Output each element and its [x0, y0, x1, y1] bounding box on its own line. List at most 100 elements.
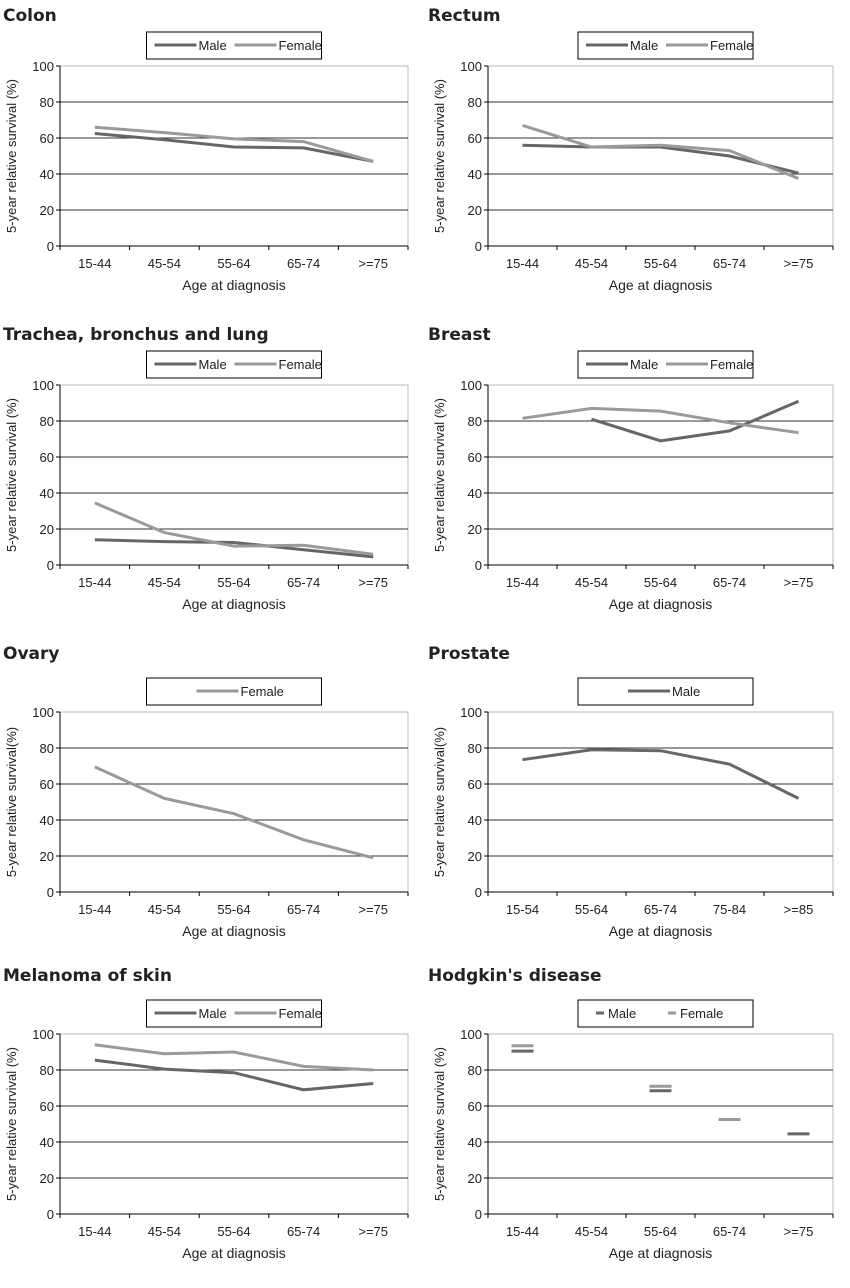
y-axis-title: 5-year relative survival(%) [432, 727, 447, 877]
x-tick-label: 65-74 [644, 902, 677, 917]
plot-frame [59, 711, 409, 893]
y-tick-label: 0 [47, 558, 54, 573]
y-tick-label: 60 [468, 1099, 482, 1114]
chart-title: Prostate [428, 644, 510, 664]
x-tick-label: 55-64 [217, 575, 250, 590]
x-tick-label: 65-74 [287, 575, 320, 590]
y-tick-label: 60 [40, 131, 54, 146]
y-tick-label: 0 [47, 885, 54, 900]
x-tick-label: 55-64 [644, 256, 677, 271]
y-tick-label: 0 [47, 239, 54, 254]
legend-label: Female [241, 684, 284, 699]
y-tick-label: 60 [468, 777, 482, 792]
y-axis-title: 5-year relative survival(%) [4, 727, 19, 877]
y-tick-label: 0 [475, 558, 482, 573]
y-tick-label: 100 [32, 1027, 54, 1042]
x-tick-label: 15-54 [506, 902, 539, 917]
y-tick-label: 80 [468, 95, 482, 110]
series-line-female [522, 406, 799, 435]
legend-label: Female [279, 38, 322, 53]
y-tick-label: 20 [40, 849, 54, 864]
chart-panel: Colon 0 20 40 60 80 100 15-44 45-54 55-64 65-74 >=7… [0, 6, 425, 328]
x-tick-label: 45-54 [575, 575, 608, 590]
y-tick-label: 20 [40, 1171, 54, 1186]
y-tick-label: 100 [32, 705, 54, 720]
series-line-female [522, 123, 800, 180]
x-axis-title: Age at diagnosis [182, 277, 286, 293]
y-tick-label: 100 [32, 59, 54, 74]
y-tick-label: 80 [40, 95, 54, 110]
x-axis-title: Age at diagnosis [609, 923, 713, 939]
y-tick-label: 60 [40, 1099, 54, 1114]
legend-label: Male [199, 1006, 227, 1021]
y-axis-title: 5-year relative survival (%) [432, 398, 447, 552]
series-line-male [522, 143, 799, 175]
x-axis-title: Age at diagnosis [182, 923, 286, 939]
chart-svg: 0 20 40 60 80 100 15-44 45-54 55-64 65-74 >=75 Age … [432, 999, 834, 1261]
series-line-male [94, 1058, 374, 1092]
y-tick-label: 0 [475, 1207, 482, 1222]
x-tick-label: 55-64 [217, 256, 250, 271]
x-tick-label: 45-54 [148, 256, 181, 271]
chart-svg: 0 20 40 60 80 100 15-44 45-54 55-64 65-74 >=75 Age … [432, 350, 834, 612]
legend-label: Male [608, 1006, 636, 1021]
y-tick-label: 80 [468, 414, 482, 429]
chart-svg: 0 20 40 60 80 100 15-44 45-54 55-64 65-74 >=75 Age … [432, 31, 834, 293]
x-tick-label: >=75 [358, 256, 388, 271]
chart-panel: Breast 0 20 40 60 80 100 15-44 45-54 55-64 65-74 >=… [425, 325, 850, 647]
chart-title: Breast [428, 325, 491, 345]
series-line-female [94, 125, 374, 163]
chart-svg: 0 20 40 60 80 100 15-44 45-54 55-64 65-74 >=75 Age … [4, 31, 409, 293]
y-tick-label: 80 [40, 741, 54, 756]
y-axis-title: 5-year relative survival (%) [4, 398, 19, 552]
y-tick-label: 40 [468, 813, 482, 828]
y-tick-label: 100 [32, 378, 54, 393]
y-tick-label: 20 [468, 203, 482, 218]
y-tick-label: 40 [468, 486, 482, 501]
legend-label: Male [630, 38, 658, 53]
series-line-male [522, 748, 800, 800]
y-tick-label: 100 [460, 705, 482, 720]
x-tick-label: 15-44 [78, 575, 111, 590]
legend-label: Female [710, 357, 753, 372]
x-axis-title: Age at diagnosis [609, 596, 713, 612]
series-line-female [94, 765, 374, 860]
y-tick-label: 0 [475, 885, 482, 900]
chart-title: Hodgkin's disease [428, 966, 602, 986]
y-tick-label: 40 [40, 486, 54, 501]
y-tick-label: 60 [468, 131, 482, 146]
chart-title: Melanoma of skin [3, 966, 172, 986]
chart-title: Trachea, bronchus and lung [3, 325, 269, 345]
y-axis-title: 5-year relative survival (%) [4, 1047, 19, 1201]
plot-frame [59, 384, 409, 566]
y-tick-label: 40 [40, 1135, 54, 1150]
x-tick-label: 15-44 [506, 256, 539, 271]
x-tick-label: 55-64 [217, 902, 250, 917]
chart-svg: 0 20 40 60 80 100 15-54 55-64 65-74 75-84 >=85 Age … [432, 677, 834, 939]
chart-svg: 0 20 40 60 80 100 15-44 45-54 55-64 65-74 >=75 Age … [4, 677, 409, 939]
x-tick-label: 15-44 [506, 1224, 539, 1239]
y-tick-label: 60 [468, 450, 482, 465]
plot-frame [487, 711, 834, 893]
legend-box [577, 999, 754, 1028]
x-tick-label: >=75 [784, 575, 814, 590]
chart-title: Colon [3, 6, 57, 26]
x-tick-label: 45-54 [148, 902, 181, 917]
y-tick-label: 80 [468, 741, 482, 756]
y-tick-label: 0 [475, 239, 482, 254]
y-tick-label: 20 [40, 203, 54, 218]
legend-label: Female [279, 357, 322, 372]
plot-frame [487, 65, 834, 247]
legend-label: Female [710, 38, 753, 53]
y-tick-label: 20 [468, 849, 482, 864]
chart-panel: Melanoma of skin 0 20 40 60 80 100 15-44 45-54 55… [0, 966, 425, 1288]
x-tick-label: >=75 [358, 902, 388, 917]
chart-panel: Rectum 0 20 40 60 80 100 15-44 45-54 55-64 65-74 >=… [425, 6, 850, 328]
x-tick-label: 15-44 [506, 575, 539, 590]
legend-label: Male [630, 357, 658, 372]
y-tick-label: 80 [40, 414, 54, 429]
x-tick-label: 45-54 [575, 1224, 608, 1239]
chart-panel: Hodgkin's disease 0 20 40 60 80 100 15-44 45-54 5… [425, 966, 850, 1288]
x-axis-title: Age at diagnosis [182, 596, 286, 612]
legend-label: Female [279, 1006, 322, 1021]
